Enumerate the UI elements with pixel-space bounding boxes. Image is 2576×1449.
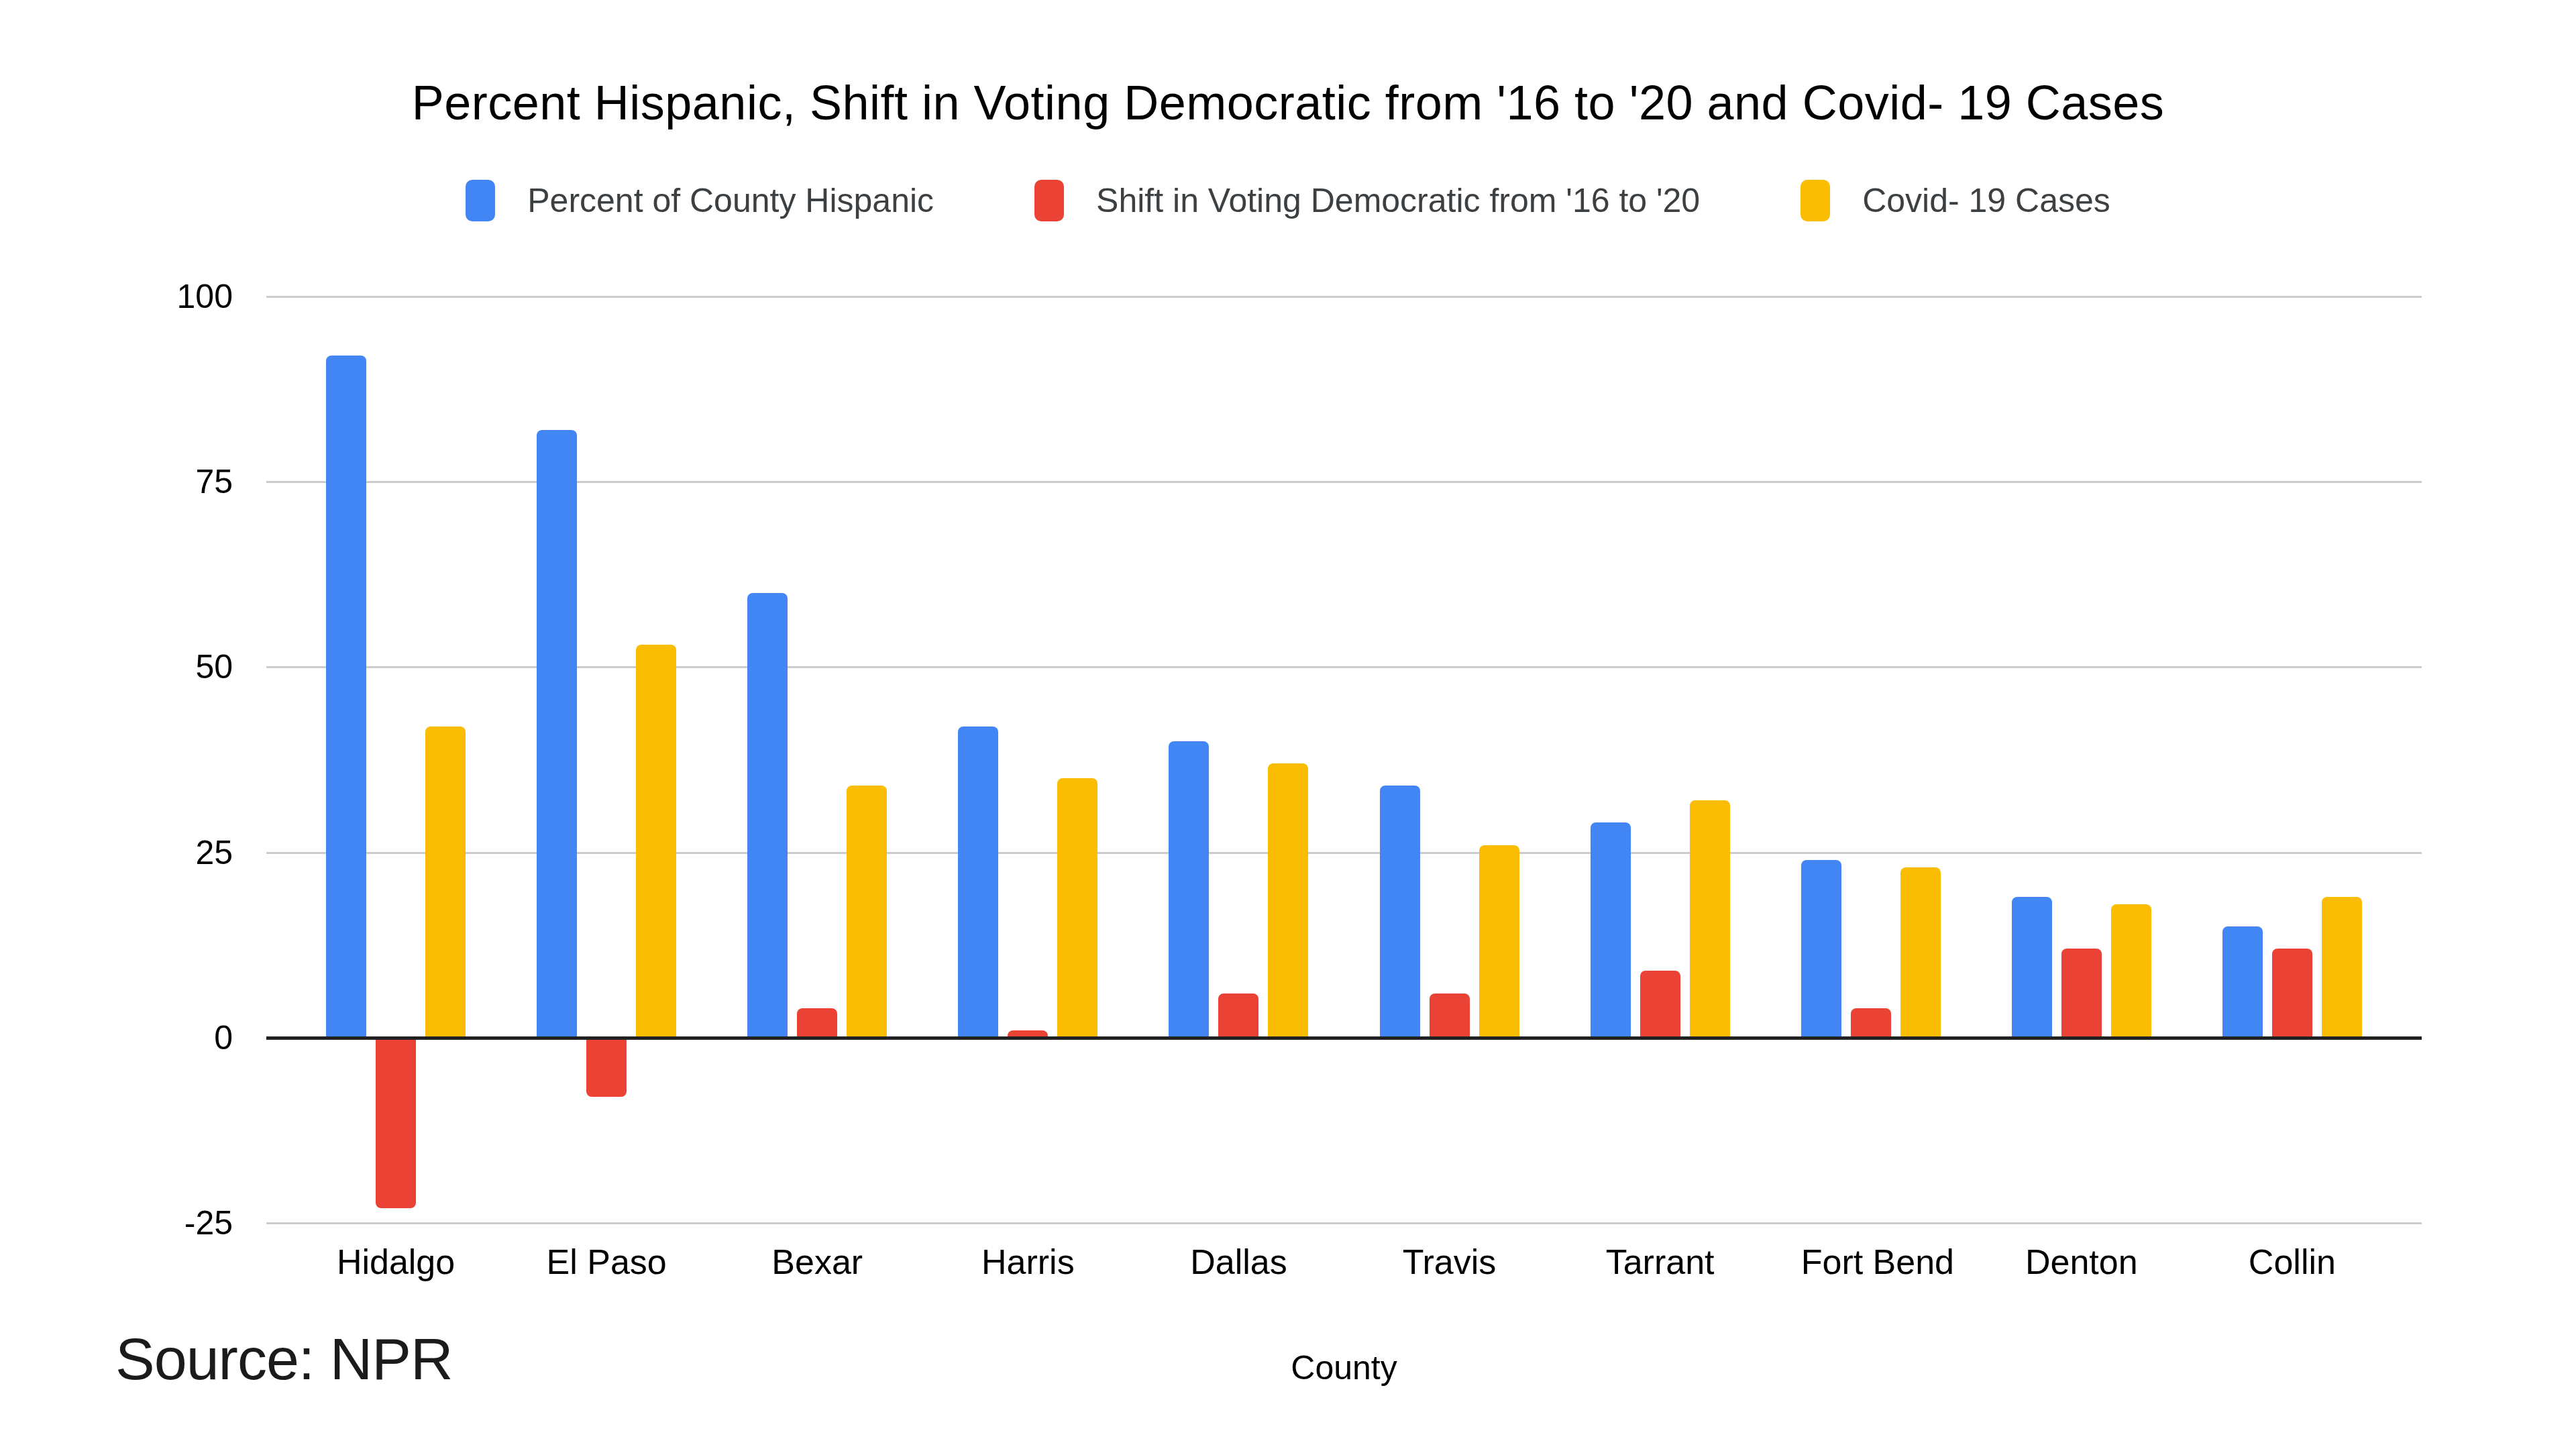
y-tick-label-75: 75 bbox=[99, 462, 233, 502]
bar-group-collin bbox=[2222, 297, 2362, 1223]
bar-shift-in-voting-democratic-from-16-to-20-denton[interactable] bbox=[2061, 949, 2102, 1038]
legend-swatch-icon bbox=[1034, 180, 1064, 221]
bar-percent-of-county-hispanic-harris[interactable] bbox=[958, 727, 998, 1038]
y-tick-label-0: 0 bbox=[99, 1018, 233, 1058]
legend-swatch-icon bbox=[1801, 180, 1830, 221]
bar-covid-19-cases-travis[interactable] bbox=[1479, 845, 1519, 1038]
bar-covid-19-cases-bexar[interactable] bbox=[847, 786, 887, 1038]
bar-group-denton bbox=[2012, 297, 2151, 1223]
y-tick-label-100: 100 bbox=[99, 276, 233, 317]
x-tick-label-travis: Travis bbox=[1380, 1242, 1519, 1282]
legend-label: Percent of County Hispanic bbox=[527, 181, 934, 220]
legend-label: Covid- 19 Cases bbox=[1862, 181, 2110, 220]
bar-percent-of-county-hispanic-dallas[interactable] bbox=[1169, 741, 1209, 1038]
bar-covid-19-cases-tarrant[interactable] bbox=[1690, 800, 1730, 1038]
bar-shift-in-voting-democratic-from-16-to-20-dallas[interactable] bbox=[1218, 994, 1258, 1038]
bar-shift-in-voting-democratic-from-16-to-20-travis[interactable] bbox=[1430, 994, 1470, 1038]
bar-group-fort-bend bbox=[1801, 297, 1941, 1223]
legend-swatch-icon bbox=[466, 180, 495, 221]
x-tick-label-collin: Collin bbox=[2222, 1242, 2362, 1282]
y-tick-label-25: 25 bbox=[99, 833, 233, 873]
bar-percent-of-county-hispanic-fort-bend[interactable] bbox=[1801, 860, 1841, 1038]
legend-item-covid-19-cases[interactable]: Covid- 19 Cases bbox=[1801, 180, 2110, 221]
bar-shift-in-voting-democratic-from-16-to-20-bexar[interactable] bbox=[797, 1008, 837, 1038]
chart-canvas: Percent Hispanic, Shift in Voting Democr… bbox=[0, 0, 2576, 1449]
x-tick-label-bexar: Bexar bbox=[747, 1242, 887, 1282]
bar-group-hidalgo bbox=[326, 297, 466, 1223]
bar-group-travis bbox=[1380, 297, 1519, 1223]
bar-percent-of-county-hispanic-hidalgo[interactable] bbox=[326, 356, 366, 1037]
bars-layer bbox=[266, 297, 2422, 1223]
bar-group-harris bbox=[958, 297, 1097, 1223]
x-tick-label-fort-bend: Fort Bend bbox=[1801, 1242, 1941, 1282]
bar-group-el-paso bbox=[537, 297, 676, 1223]
bar-covid-19-cases-harris[interactable] bbox=[1057, 778, 1097, 1038]
bar-covid-19-cases-collin[interactable] bbox=[2322, 897, 2362, 1038]
y-tick-label--25: -25 bbox=[99, 1203, 233, 1243]
bar-group-tarrant bbox=[1591, 297, 1730, 1223]
bar-covid-19-cases-hidalgo[interactable] bbox=[425, 727, 466, 1038]
bar-percent-of-county-hispanic-travis[interactable] bbox=[1380, 786, 1420, 1038]
chart-title: Percent Hispanic, Shift in Voting Democr… bbox=[0, 75, 2576, 130]
bar-percent-of-county-hispanic-bexar[interactable] bbox=[747, 593, 788, 1038]
bar-shift-in-voting-democratic-from-16-to-20-fort-bend[interactable] bbox=[1851, 1008, 1891, 1038]
x-tick-label-harris: Harris bbox=[958, 1242, 1097, 1282]
x-tick-label-hidalgo: Hidalgo bbox=[326, 1242, 466, 1282]
y-tick-label-50: 50 bbox=[99, 647, 233, 687]
bar-shift-in-voting-democratic-from-16-to-20-hidalgo[interactable] bbox=[376, 1038, 416, 1208]
plot-area: 1007550250-25 bbox=[266, 297, 2422, 1223]
source-note: Source: NPR bbox=[115, 1325, 453, 1393]
legend-item-shift-in-voting-democratic-from-16-to-20[interactable]: Shift in Voting Democratic from '16 to '… bbox=[1034, 180, 1700, 221]
legend-label: Shift in Voting Democratic from '16 to '… bbox=[1096, 181, 1700, 220]
bar-covid-19-cases-fort-bend[interactable] bbox=[1900, 867, 1941, 1038]
bar-shift-in-voting-democratic-from-16-to-20-el-paso[interactable] bbox=[586, 1038, 627, 1097]
bar-percent-of-county-hispanic-el-paso[interactable] bbox=[537, 430, 577, 1038]
bar-percent-of-county-hispanic-tarrant[interactable] bbox=[1591, 822, 1631, 1037]
bar-percent-of-county-hispanic-collin[interactable] bbox=[2222, 926, 2263, 1038]
x-tick-label-denton: Denton bbox=[2012, 1242, 2151, 1282]
chart-legend: Percent of County Hispanic Shift in Votin… bbox=[0, 180, 2576, 221]
bar-covid-19-cases-el-paso[interactable] bbox=[636, 645, 676, 1038]
bar-percent-of-county-hispanic-denton[interactable] bbox=[2012, 897, 2052, 1038]
bar-group-bexar bbox=[747, 297, 887, 1223]
legend-item-percent-of-county-hispanic[interactable]: Percent of County Hispanic bbox=[466, 180, 934, 221]
x-tick-label-dallas: Dallas bbox=[1169, 1242, 1308, 1282]
bar-covid-19-cases-denton[interactable] bbox=[2111, 904, 2151, 1038]
bar-covid-19-cases-dallas[interactable] bbox=[1268, 763, 1308, 1038]
x-axis-title: County bbox=[266, 1348, 2422, 1387]
bar-shift-in-voting-democratic-from-16-to-20-tarrant[interactable] bbox=[1640, 971, 1680, 1037]
bar-group-dallas bbox=[1169, 297, 1308, 1223]
x-axis-labels: Hidalgo El Paso Bexar Harris Dallas Travis Tar… bbox=[266, 1242, 2422, 1282]
x-tick-label-el-paso: El Paso bbox=[537, 1242, 676, 1282]
x-tick-label-tarrant: Tarrant bbox=[1591, 1242, 1730, 1282]
bar-shift-in-voting-democratic-from-16-to-20-collin[interactable] bbox=[2272, 949, 2312, 1038]
zero-axis-line bbox=[266, 1036, 2422, 1040]
